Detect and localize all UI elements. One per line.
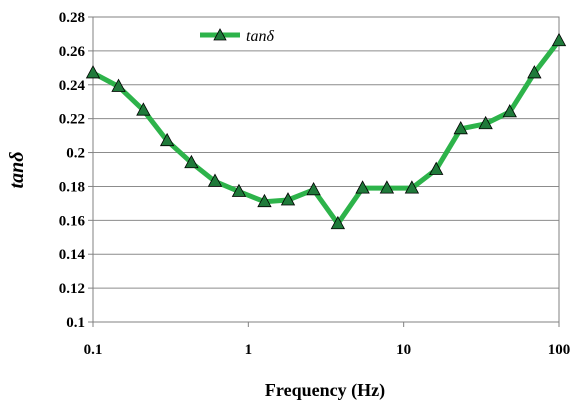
- x-tick-label: 0.1: [84, 342, 103, 358]
- data-point-marker: [453, 120, 468, 135]
- legend-marker: [213, 28, 227, 41]
- data-point-marker: [159, 132, 175, 147]
- y-axis-ticks: 0.1 0.12 0.14 0.16 0.18 0.2 0.22 0.24 0.26 0.28: [59, 10, 93, 331]
- data-point-marker: [527, 65, 542, 79]
- data-point-marker: [280, 192, 296, 206]
- y-tick-label: 0.16: [59, 213, 86, 229]
- y-tick-label: 0.28: [59, 10, 85, 26]
- y-tick-label: 0.18: [59, 179, 85, 195]
- data-point-marker: [136, 102, 151, 116]
- legend-label: tanδ: [246, 28, 274, 45]
- y-axis-label: tanδ: [6, 152, 28, 189]
- x-axis-ticks: 0.1 1 10 100: [84, 322, 571, 358]
- series-markers: [85, 32, 567, 230]
- data-point-marker: [478, 115, 493, 130]
- grid-lines: [93, 16, 559, 289]
- data-point-marker: [355, 180, 370, 194]
- data-point-marker: [330, 215, 346, 230]
- y-tick-label: 0.2: [66, 146, 85, 162]
- x-tick-label: 100: [548, 342, 571, 358]
- data-point-marker: [551, 32, 567, 47]
- data-point-marker: [231, 183, 247, 197]
- data-point-marker: [379, 180, 395, 194]
- y-tick-label: 0.12: [59, 281, 85, 297]
- x-tick-label: 1: [245, 342, 253, 358]
- legend: tanδ: [200, 28, 274, 45]
- plot-area-frame: [92, 16, 560, 323]
- data-point-marker: [429, 161, 444, 175]
- data-point-marker: [85, 65, 101, 79]
- y-tick-label: 0.22: [59, 112, 85, 128]
- data-point-marker: [404, 180, 420, 194]
- y-tick-label: 0.26: [59, 44, 86, 60]
- data-point-marker: [306, 181, 321, 196]
- y-tick-label: 0.1: [66, 315, 85, 331]
- data-point-marker: [502, 104, 517, 118]
- data-point-marker: [111, 78, 126, 92]
- y-tick-label: 0.24: [59, 78, 86, 94]
- x-axis-label: Frequency (Hz): [265, 380, 385, 401]
- series-line: [90, 38, 562, 227]
- y-tick-label: 0.14: [59, 247, 86, 263]
- x-tick-label: 10: [396, 342, 411, 358]
- data-point-marker: [257, 193, 272, 208]
- data-point-marker: [184, 154, 199, 169]
- data-point-marker: [207, 173, 223, 187]
